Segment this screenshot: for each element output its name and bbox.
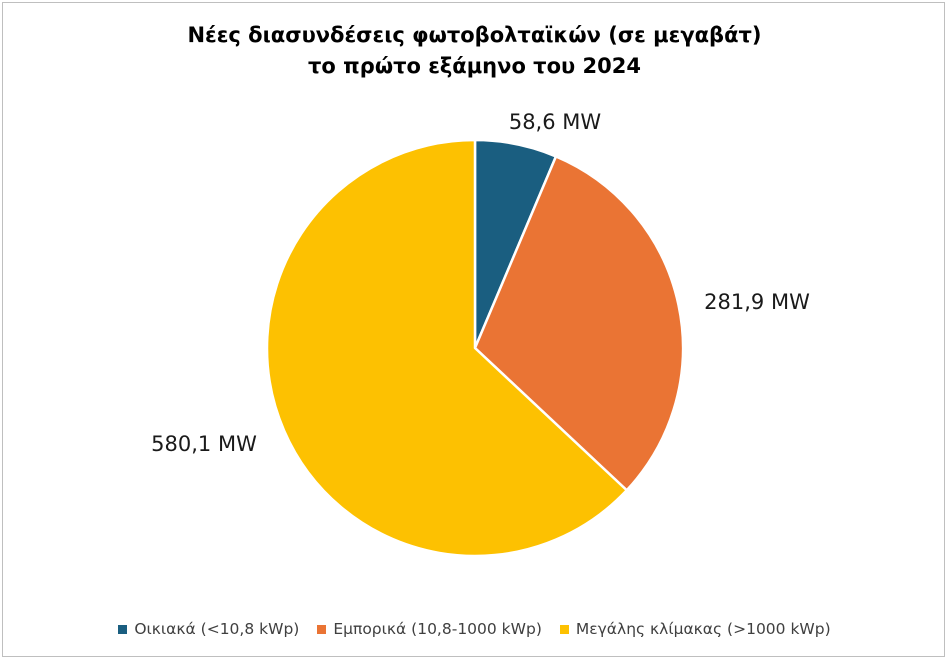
chart-title-line-2: το πρώτο εξάμηνο του 2024	[308, 54, 641, 78]
chart-legend: Οικιακά (<10,8 kWp) Εμπορικά (10,8-1000 k…	[0, 620, 949, 638]
legend-swatch	[317, 624, 327, 634]
legend-label: Εμπορικά (10,8-1000 kWp)	[333, 620, 542, 638]
data-label-commercial: 281,9 MW	[704, 290, 810, 314]
pie-slices	[265, 138, 685, 558]
slice-commercial	[473, 155, 685, 492]
legend-item-residential: Οικιακά (<10,8 kWp)	[118, 620, 299, 638]
data-label-utility-scale: 580,1 MW	[151, 432, 257, 456]
data-label-residential: 58,6 MW	[509, 110, 602, 134]
legend-item-utility-scale: Μεγάλης κλίμακας (>1000 kWp)	[559, 620, 831, 638]
chart-title-line-1: Νέες διασυνδέσεις φωτοβολταϊκών (σε μεγα…	[187, 23, 762, 47]
legend-swatch	[559, 624, 569, 634]
chart-title: Νέες διασυνδέσεις φωτοβολταϊκών (σε μεγα…	[0, 20, 949, 82]
legend-label: Οικιακά (<10,8 kWp)	[134, 620, 300, 638]
legend-item-commercial: Εμπορικά (10,8-1000 kWp)	[317, 620, 542, 638]
legend-swatch	[118, 624, 128, 634]
legend-label: Μεγάλης κλίμακας (>1000 kWp)	[575, 620, 831, 638]
pie-data-labels: 58,6 MW 281,9 MW 580,1 MW	[151, 110, 810, 456]
slice-utility-scale	[265, 138, 628, 558]
